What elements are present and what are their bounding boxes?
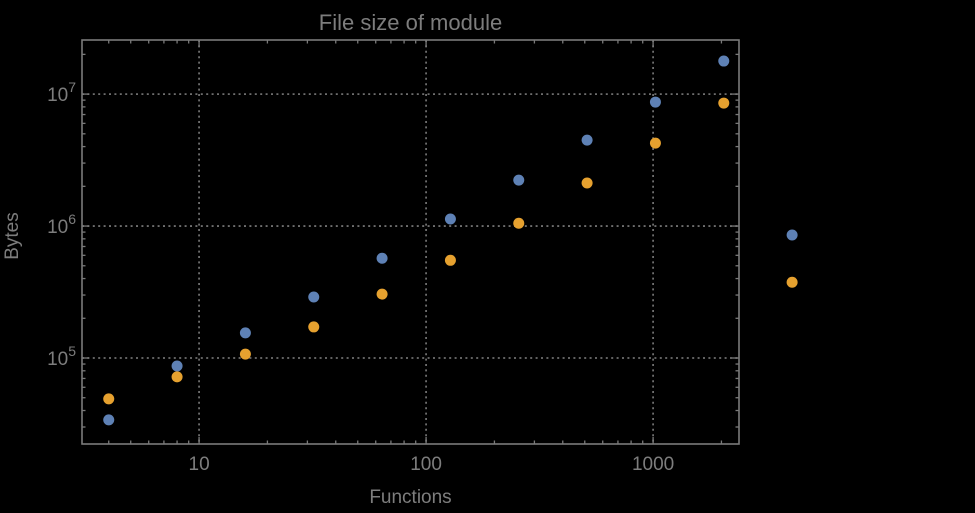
data-point-blue-series <box>786 229 798 241</box>
data-point-blue-series <box>718 55 730 67</box>
data-point-orange-series <box>376 288 388 300</box>
data-point-blue-series <box>239 327 251 339</box>
plot-frame <box>81 39 740 445</box>
data-point-orange-series <box>103 393 115 405</box>
data-point-blue-series <box>444 213 456 225</box>
data-point-orange-series <box>239 348 251 360</box>
data-point-orange-series <box>581 177 593 189</box>
data-point-orange-series <box>718 97 730 109</box>
data-point-blue-series <box>581 134 593 146</box>
data-point-blue-series <box>376 252 388 264</box>
y-tick-label: 105 <box>47 343 76 370</box>
y-tick-label: 106 <box>47 211 76 238</box>
x-tick-label: 1000 <box>632 454 674 475</box>
data-point-blue-series <box>103 414 115 426</box>
data-point-blue-series <box>649 96 661 108</box>
data-point-blue-series <box>308 291 320 303</box>
data-point-orange-series <box>308 321 320 333</box>
data-point-orange-series <box>513 217 525 229</box>
data-point-orange-series <box>444 254 456 266</box>
data-point-orange-series <box>171 371 183 383</box>
data-point-orange-series <box>649 137 661 149</box>
y-tick-label: 107 <box>47 79 76 106</box>
data-point-blue-series <box>171 360 183 372</box>
data-point-orange-series <box>786 276 798 288</box>
x-axis-label: Functions <box>369 487 452 508</box>
x-tick-label: 100 <box>410 454 442 475</box>
data-point-blue-series <box>513 174 525 186</box>
chart-title: File size of module <box>318 10 503 35</box>
x-tick-label: 10 <box>189 454 210 475</box>
